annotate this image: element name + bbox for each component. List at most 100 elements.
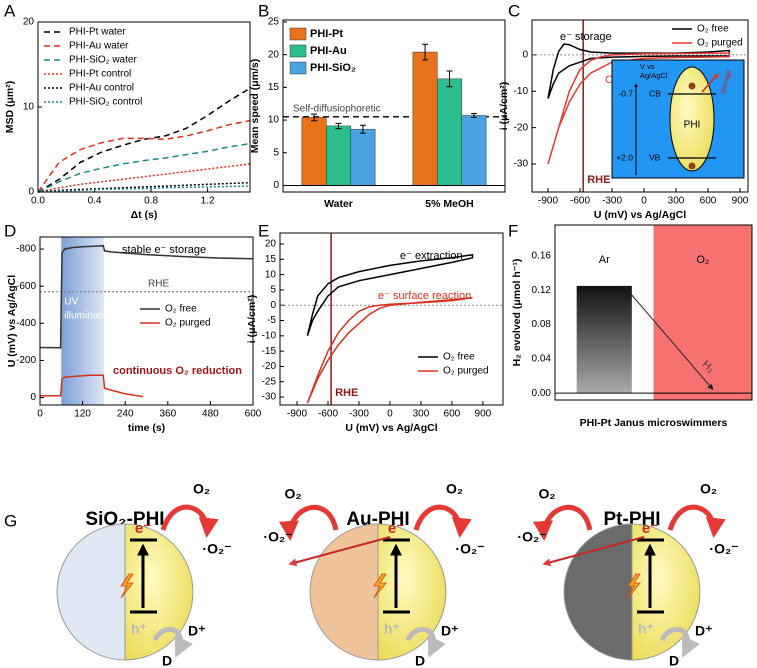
x-tick-label: 0	[37, 409, 43, 420]
hole: h⁺	[638, 621, 654, 637]
series-line	[306, 296, 473, 404]
panel-label: F	[508, 221, 518, 240]
shade-label: UV	[64, 297, 78, 308]
donor-oxidized: D⁺	[441, 623, 459, 639]
x-tick-label: -300	[602, 196, 622, 207]
metal-oxygen: O₂	[284, 486, 301, 502]
y-axis-label: i (μA/cm²)	[246, 295, 258, 343]
y-tick-label: -30	[514, 159, 529, 170]
reduction-arrow	[667, 504, 726, 538]
y-tick-label: 10	[23, 102, 35, 113]
shell	[563, 523, 633, 661]
legend-swatch	[289, 61, 307, 75]
bar	[350, 128, 376, 186]
superoxide: ·O₂⁻	[455, 541, 484, 557]
x-tick-label: 300	[413, 409, 430, 420]
series-line	[547, 43, 731, 99]
electron: e⁻	[135, 520, 151, 537]
panel: 0 5 10 15 20 25 Mean speed (μm/s) Self-diffusio…	[249, 17, 506, 210]
oxygen: O₂	[446, 481, 463, 497]
x-tick-label: 900	[475, 409, 492, 420]
rhe-label: RHE	[335, 387, 358, 399]
shell	[309, 523, 379, 661]
hole: h⁺	[131, 621, 147, 637]
donor: D	[162, 653, 172, 668]
region	[653, 225, 752, 400]
y-tick-label: -30	[262, 392, 277, 403]
light-bolt	[373, 573, 387, 599]
x-tick-label: -300	[349, 409, 369, 420]
y-tick-label: -200	[16, 355, 36, 366]
reduction-arrow	[160, 504, 219, 538]
y-tick-label: 0.12	[532, 285, 552, 296]
reduction-arrow	[413, 504, 472, 538]
y-tick-label: 10	[268, 115, 280, 126]
plot-frame	[37, 21, 251, 193]
series-line	[306, 253, 474, 337]
region-label: Ar	[599, 254, 610, 266]
shell	[56, 523, 126, 661]
y-tick-label: -800	[16, 244, 36, 255]
legend-label: O₂ purged	[165, 318, 211, 329]
y-tick-label: -600	[16, 281, 36, 292]
y-tick-label: -400	[16, 318, 36, 329]
legend-label: PHI-Pt	[310, 28, 343, 40]
y-tick-label: 20	[268, 49, 280, 60]
panel: 0 10 20 0.0 0.4 0.8 1.2 Δt (s) MSD (μm²) PHI-Pt w…	[4, 17, 251, 221]
x-tick-label: 480	[202, 409, 219, 420]
inset-axis-label: Ag/AgCl	[640, 71, 668, 80]
carrier	[688, 162, 696, 170]
transfer-arrow	[288, 536, 391, 567]
y-tick-label: 0.00	[532, 388, 552, 399]
y-tick-label: 0	[273, 180, 279, 191]
x-axis-label: U (mV) vs Ag/AgCl	[594, 209, 686, 221]
legend-label: PHI-SiO₂	[310, 62, 356, 74]
panel: 0.00 0.04 0.08 0.12 0.16 PHI-Pt Janus microsw…	[511, 224, 753, 429]
series-line	[37, 185, 251, 193]
superoxide: ·O₂⁻	[709, 541, 738, 557]
light-bolt	[120, 573, 134, 599]
inset-axis-label: V vs	[640, 62, 655, 71]
x-tick-label: 300	[668, 196, 685, 207]
x-tick-label: 600	[444, 409, 461, 420]
y-tick-label: 0	[522, 50, 528, 61]
oxidation-arrow	[659, 627, 700, 658]
y-tick-label: 25	[268, 17, 280, 28]
band-label: VB	[649, 152, 661, 162]
y-axis-label: H₂ evolved (μmol h⁻¹)	[511, 259, 523, 367]
y-tick-label: -25	[262, 376, 277, 387]
plot-frame	[279, 232, 504, 406]
y-tick-label: 10	[265, 269, 277, 280]
band-label: CB	[649, 88, 661, 98]
plot-frame	[39, 236, 254, 406]
x-tick-label: 0.8	[144, 196, 158, 207]
y-tick-label: 0	[270, 300, 276, 311]
error-bar	[446, 70, 453, 88]
x-axis-label: Δt (s)	[131, 209, 158, 221]
reference-label: Self-diffusiophoretic	[293, 103, 381, 114]
metal-superoxide: ·O₂⁻	[263, 529, 292, 545]
bar	[412, 51, 438, 186]
annotation: e⁻ storage	[560, 31, 612, 43]
x-tick-label: 360	[159, 409, 176, 420]
series-line	[37, 142, 251, 193]
donor-oxidized: D⁺	[188, 623, 206, 639]
y-tick-label: 15	[265, 254, 277, 265]
y-tick-label: -20	[514, 122, 529, 133]
metal-reduction-arrow	[278, 504, 339, 541]
donor-oxidized: D⁺	[695, 623, 713, 639]
y-tick-label: 5	[273, 147, 279, 158]
annotation: stable e⁻ storage	[122, 244, 206, 256]
inset-tick-label: -0.7	[618, 88, 633, 98]
x-axis-label: U (mV) vs Ag/AgCl	[345, 422, 437, 434]
error-bar	[335, 122, 342, 130]
y-tick-label: 5	[270, 285, 276, 296]
bar	[326, 125, 351, 186]
phi-particle	[669, 66, 715, 172]
electron: e⁻	[388, 520, 404, 537]
panel-label: E	[258, 221, 269, 240]
